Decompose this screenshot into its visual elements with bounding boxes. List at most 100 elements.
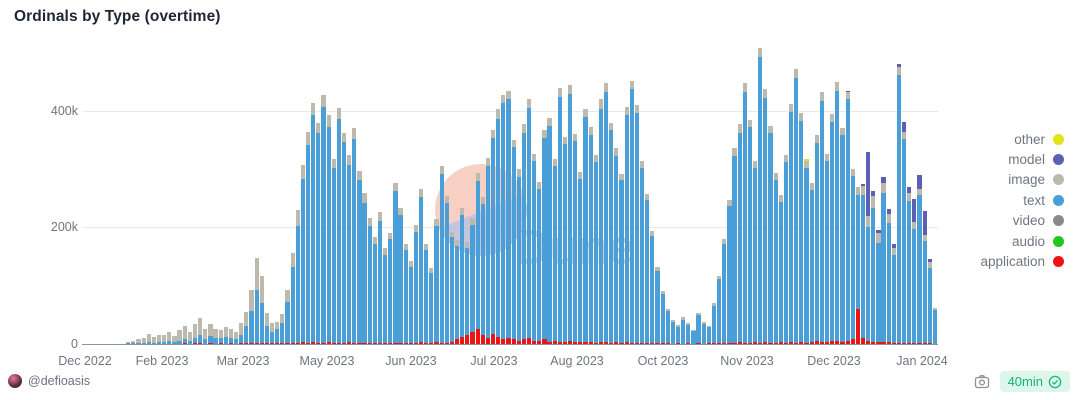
bar[interactable] (146, 334, 151, 344)
bar[interactable] (352, 128, 357, 344)
bar[interactable] (172, 335, 177, 344)
bar[interactable] (341, 133, 347, 344)
bar[interactable] (506, 91, 511, 344)
bar[interactable] (645, 194, 650, 344)
bar[interactable] (388, 232, 393, 344)
bar[interactable] (532, 153, 537, 344)
bar[interactable] (902, 121, 907, 344)
bar[interactable] (932, 307, 938, 344)
bar[interactable] (254, 258, 259, 344)
bar[interactable] (460, 207, 465, 344)
bar[interactable] (907, 187, 912, 344)
bar[interactable] (866, 152, 871, 344)
bar[interactable] (763, 89, 768, 344)
bar[interactable] (753, 160, 758, 344)
bar[interactable] (413, 225, 419, 344)
bar[interactable] (192, 323, 198, 344)
bar[interactable] (408, 261, 413, 344)
bar[interactable] (136, 339, 141, 344)
bar[interactable] (922, 211, 927, 344)
bar[interactable] (511, 140, 516, 344)
legend-item-audio[interactable]: audio (980, 231, 1064, 251)
bar[interactable] (639, 161, 645, 344)
plot-area[interactable]: Dune (85, 44, 938, 344)
bar[interactable] (321, 95, 326, 344)
bar[interactable] (737, 123, 742, 344)
bar[interactable] (372, 237, 377, 344)
legend-item-text[interactable]: text (980, 190, 1064, 210)
bar[interactable] (614, 148, 619, 344)
bar[interactable] (799, 112, 804, 344)
bar[interactable] (526, 99, 532, 344)
bar[interactable] (177, 330, 182, 344)
bar[interactable] (249, 290, 254, 344)
bar[interactable] (758, 48, 763, 344)
bar[interactable] (490, 130, 496, 344)
bar[interactable] (449, 231, 455, 344)
bar[interactable] (434, 218, 439, 344)
bar[interactable] (485, 157, 490, 344)
bar[interactable] (881, 176, 886, 344)
bar[interactable] (141, 338, 146, 344)
bar[interactable] (876, 229, 881, 344)
bar[interactable] (840, 127, 845, 344)
bar[interactable] (696, 313, 701, 344)
bar[interactable] (670, 320, 675, 344)
bar[interactable] (424, 243, 429, 344)
bar[interactable] (480, 197, 485, 344)
bar[interactable] (855, 187, 860, 344)
bar[interactable] (629, 80, 634, 344)
legend-item-video[interactable]: video (980, 211, 1064, 231)
bar[interactable] (326, 115, 331, 344)
bar[interactable] (557, 87, 562, 344)
refresh-badge[interactable]: 40min (999, 371, 1070, 392)
bar[interactable] (259, 276, 264, 344)
bar[interactable] (521, 124, 526, 344)
bar[interactable] (742, 83, 747, 344)
bar[interactable] (269, 323, 275, 344)
bar[interactable] (788, 104, 794, 344)
bar[interactable] (187, 332, 192, 344)
bar[interactable] (377, 212, 383, 344)
bar[interactable] (681, 317, 686, 344)
bar[interactable] (516, 169, 521, 344)
bar[interactable] (331, 159, 336, 344)
bar[interactable] (609, 123, 614, 344)
bar[interactable] (722, 239, 727, 344)
bar[interactable] (747, 119, 753, 344)
bar[interactable] (568, 84, 573, 344)
bar[interactable] (598, 99, 604, 344)
bar[interactable] (783, 154, 789, 344)
bar[interactable] (819, 91, 824, 344)
bar[interactable] (182, 325, 187, 344)
bar[interactable] (419, 188, 424, 344)
bar[interactable] (305, 131, 311, 344)
bar[interactable] (794, 69, 799, 344)
bar[interactable] (850, 169, 855, 344)
bar[interactable] (573, 133, 578, 344)
bar[interactable] (917, 174, 922, 344)
bar[interactable] (665, 309, 670, 344)
bar[interactable] (131, 341, 136, 344)
bar[interactable] (706, 325, 711, 344)
bar[interactable] (824, 154, 830, 344)
bar[interactable] (357, 171, 362, 344)
bar[interactable] (701, 321, 706, 344)
bar[interactable] (280, 314, 285, 344)
bar[interactable] (465, 242, 470, 344)
bar[interactable] (860, 183, 866, 344)
bar[interactable] (228, 328, 234, 344)
legend-item-application[interactable]: application (980, 251, 1064, 271)
bar[interactable] (275, 321, 280, 344)
bar[interactable] (367, 217, 372, 344)
bar[interactable] (727, 200, 732, 344)
bar[interactable] (470, 217, 475, 344)
bar[interactable] (773, 173, 778, 344)
bar[interactable] (835, 82, 840, 344)
bar[interactable] (871, 191, 876, 344)
bar[interactable] (336, 108, 341, 344)
bar[interactable] (711, 303, 717, 344)
bar[interactable] (624, 106, 629, 344)
legend-item-other[interactable]: other (980, 129, 1064, 149)
legend-item-image[interactable]: image (980, 170, 1064, 190)
